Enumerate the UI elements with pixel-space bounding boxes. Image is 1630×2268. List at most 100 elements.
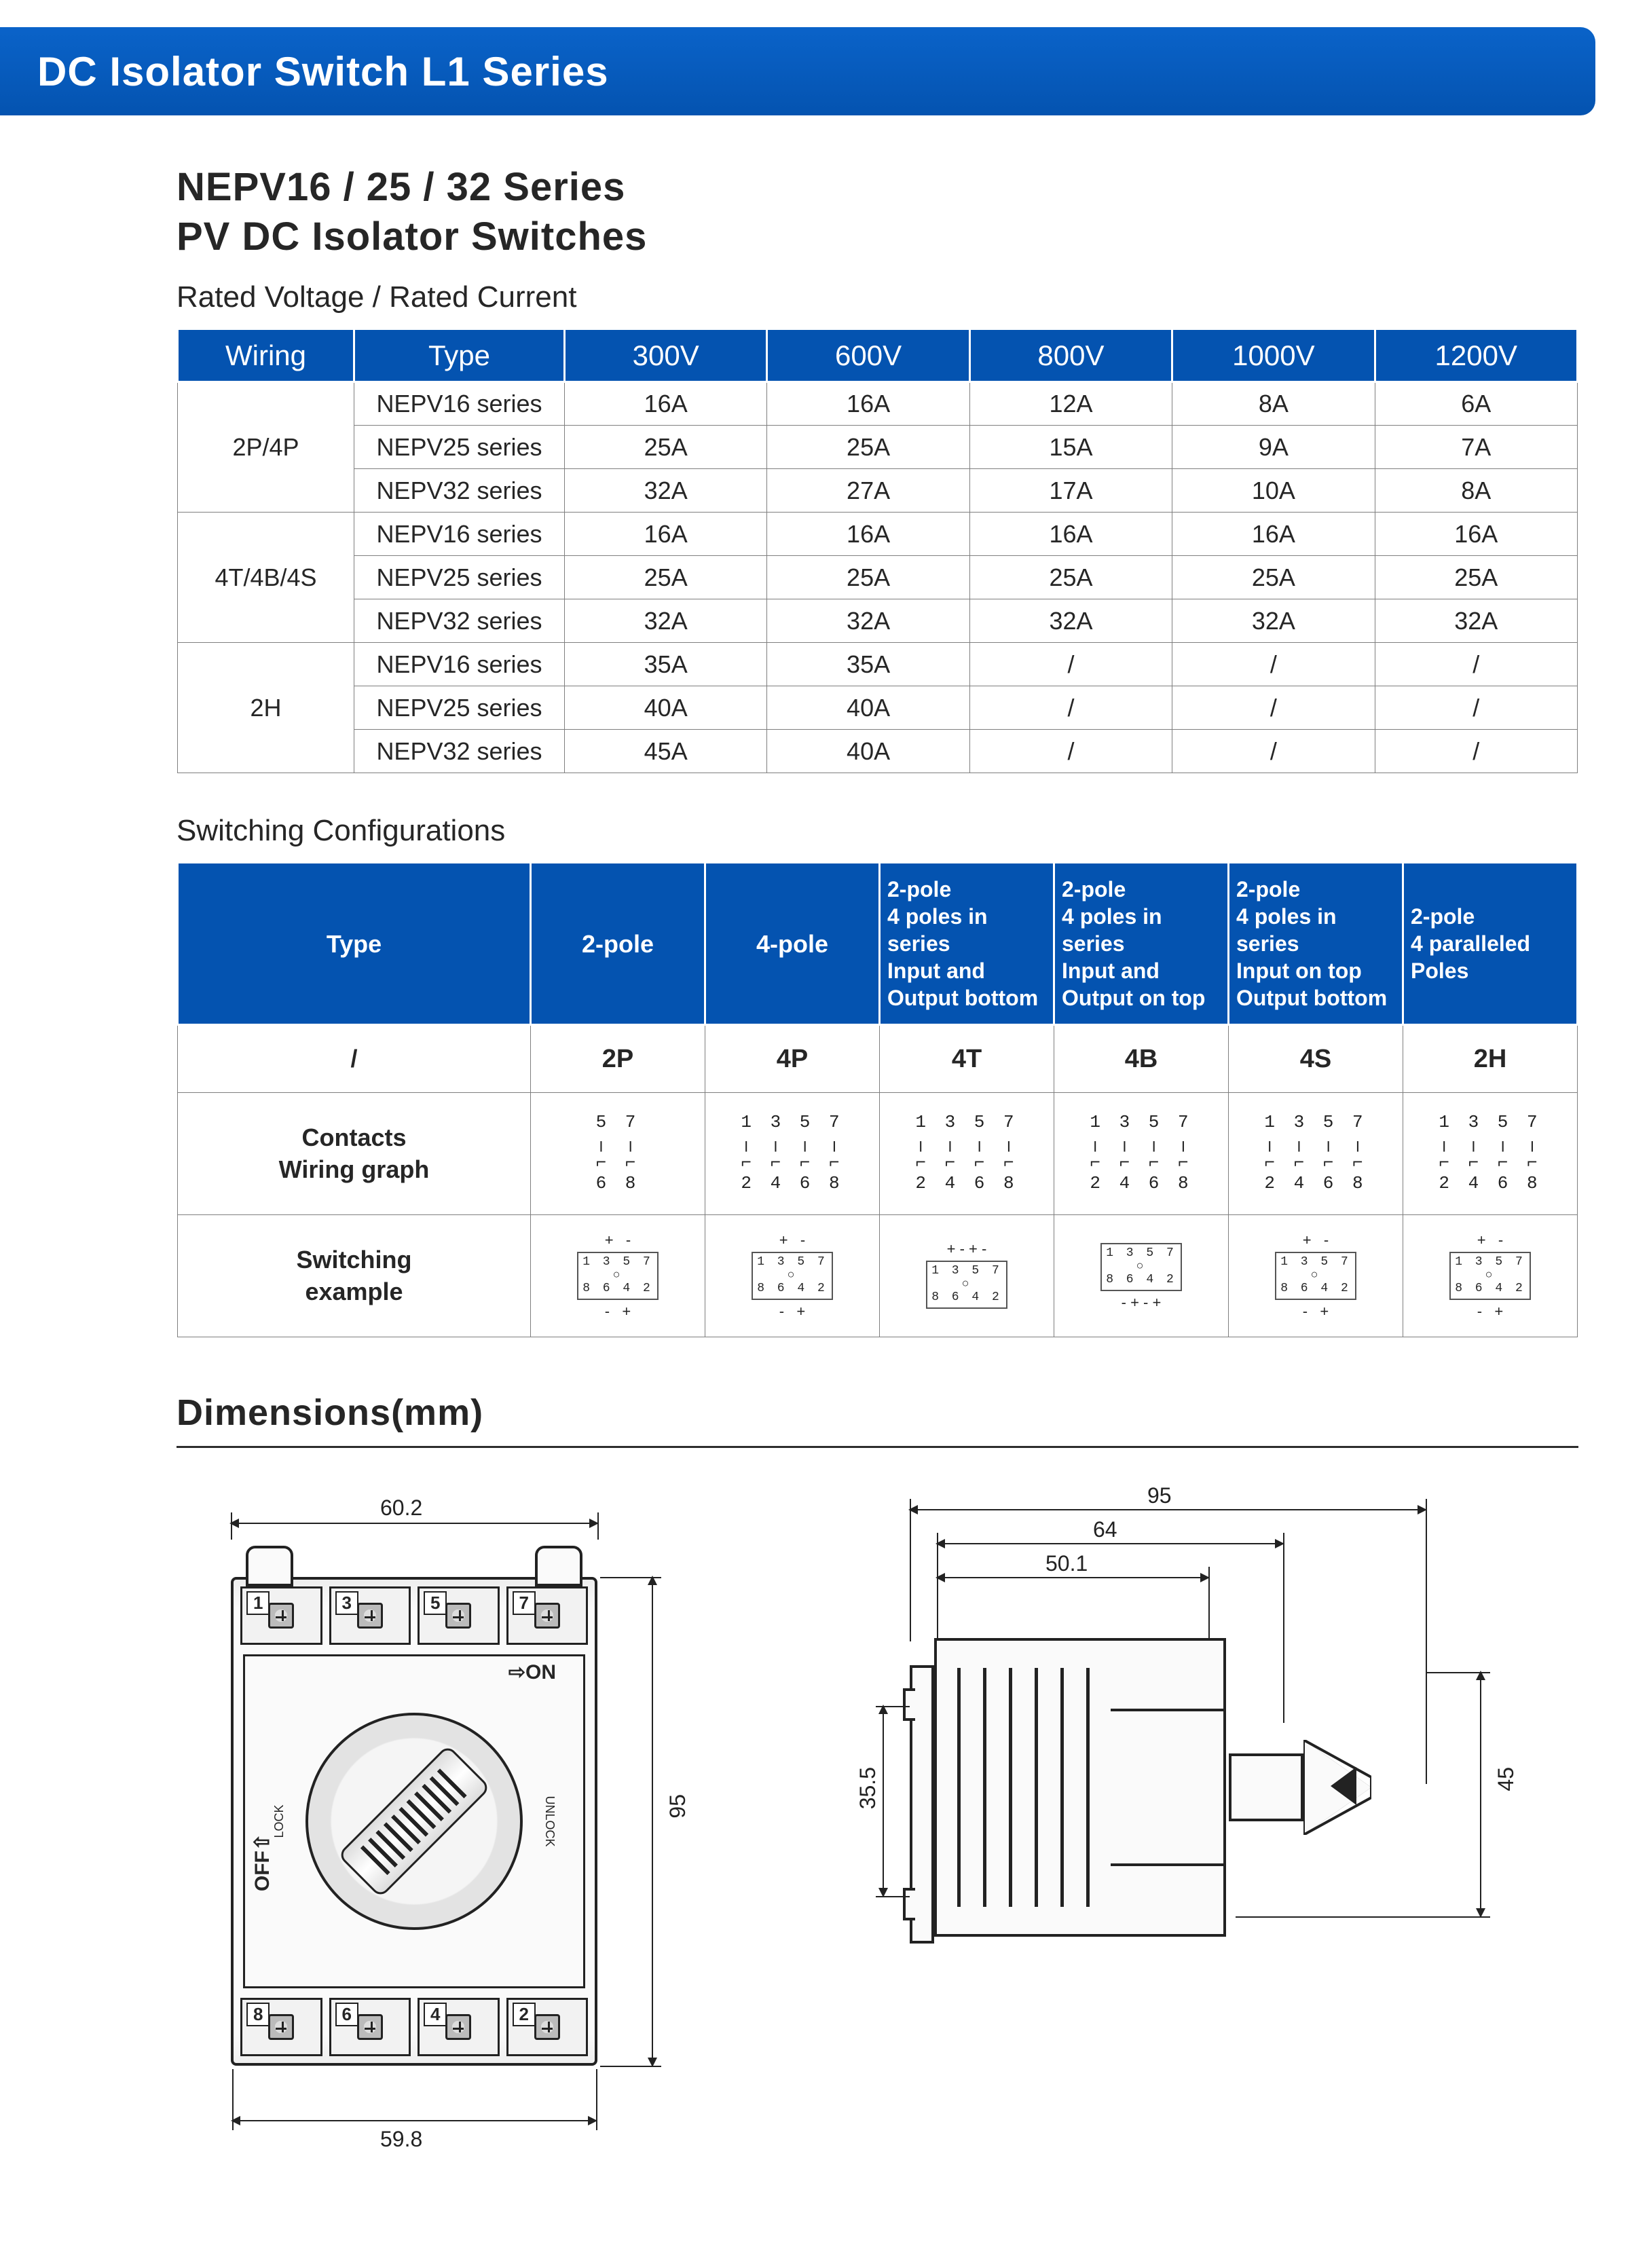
rated-cell: 25A: [1375, 556, 1577, 599]
knob-area: ⇨ON OFF⇧ UNLOCK LOCK: [243, 1654, 585, 1988]
dimensions-area: 60.2 1357 ⇨ON OFF⇧ UNLOCK LOCK 8642: [177, 1495, 1597, 2161]
rated-th-800v: 800V: [969, 329, 1172, 382]
rated-cell: 35A: [767, 643, 969, 686]
rated-cell: 40A: [767, 686, 969, 730]
rated-table-body: 2P/4PNEPV16 series16A16A12A8A6ANEPV25 se…: [178, 382, 1578, 773]
dim-arrow-mid: [937, 1543, 1283, 1544]
dim-tick: [231, 1512, 232, 1540]
rated-cell: NEPV25 series: [354, 686, 565, 730]
config-switching-cell: + -1 3 5 7○8 6 4 2- +: [1403, 1215, 1578, 1337]
rated-cell: /: [1375, 686, 1577, 730]
rated-cell: 16A: [969, 513, 1172, 556]
knob-indicator-icon: [1331, 1767, 1356, 1805]
switching-diagram: 1 3 5 7○8 6 4 2: [926, 1261, 1007, 1309]
config-heading: Switching Configurations: [177, 814, 1597, 848]
dim-arrow-bottom: [232, 2120, 596, 2121]
rated-cell: /: [969, 643, 1172, 686]
rated-cell: 25A: [767, 556, 969, 599]
switching-diagram: 1 3 5 7○8 6 4 2: [1100, 1243, 1182, 1291]
body-ridges: [957, 1668, 1101, 1907]
table-row: 2HNEPV16 series35A35A///: [178, 643, 1578, 686]
config-contacts-cell: 1 3 5 7╷ ╷ ╷ ╷⌐ ⌐ ⌐ ⌐2 4 6 8: [1403, 1093, 1578, 1215]
dim-side-width-inner: 50.1: [1045, 1551, 1088, 1576]
config-th: 2-pole4 poles in seriesInput on topOutpu…: [1229, 863, 1403, 1025]
device-body: [934, 1638, 1226, 1937]
dimension-side-view: 95 64 50.1: [869, 1495, 1548, 2106]
dim-tick: [876, 1706, 910, 1707]
config-code-cell: 2P: [531, 1025, 705, 1093]
rated-cell: /: [1172, 643, 1375, 686]
page-heading: NEPV16 / 25 / 32 Series PV DC Isolator S…: [177, 163, 1597, 261]
dim-tick: [600, 2066, 661, 2067]
config-table: Type2-pole4-pole2-pole4 poles in seriesI…: [177, 861, 1578, 1337]
terminal-number: 5: [424, 1591, 447, 1615]
rated-cell: 9A: [1172, 426, 1375, 469]
dim-front-width-bottom: 59.8: [380, 2127, 422, 2152]
dim-arrow-inner: [937, 1577, 1208, 1578]
rated-cell: 32A: [565, 599, 767, 643]
dim-side-height-inner: 35.5: [855, 1767, 881, 1809]
terminal-number: 1: [246, 1591, 270, 1615]
config-switching-cell: + -1 3 5 7○8 6 4 2- +: [531, 1215, 705, 1337]
rated-cell: 32A: [767, 599, 969, 643]
terminal: 6: [329, 1998, 411, 2056]
rated-cell: NEPV16 series: [354, 643, 565, 686]
terminal-number: 6: [335, 2003, 358, 2026]
config-contacts-cell: 1 3 5 7╷ ╷ ╷ ╷⌐ ⌐ ⌐ ⌐2 4 6 8: [1229, 1093, 1403, 1215]
rated-cell: 25A: [969, 556, 1172, 599]
config-switching-cell: 1 3 5 7○8 6 4 2- + - +: [1054, 1215, 1229, 1337]
rated-cell: 16A: [1375, 513, 1577, 556]
dim-front-width-top: 60.2: [380, 1495, 422, 1521]
rated-cell: 16A: [767, 513, 969, 556]
switching-diagram: 1 3 5 7○8 6 4 2: [1275, 1252, 1356, 1300]
rated-cell: 25A: [565, 556, 767, 599]
wiring-cell: 4T/4B/4S: [178, 513, 354, 643]
terminal: 4: [418, 1998, 500, 2056]
rated-cell: /: [969, 730, 1172, 773]
on-label: ⇨ON: [508, 1660, 556, 1684]
dim-tick: [876, 1896, 910, 1897]
terminal-row-top: 1 3 5 7: [240, 1586, 588, 1645]
content-area: NEPV16 / 25 / 32 Series PV DC Isolator S…: [0, 115, 1630, 2161]
dim-tick: [232, 2069, 234, 2130]
rated-cell: 35A: [565, 643, 767, 686]
rated-th-type: Type: [354, 329, 565, 382]
rated-cell: 40A: [565, 686, 767, 730]
rated-cell: 12A: [969, 382, 1172, 426]
rated-cell: 16A: [767, 382, 969, 426]
config-switching-cell: + -1 3 5 7○8 6 4 2- +: [705, 1215, 880, 1337]
rated-cell: NEPV25 series: [354, 426, 565, 469]
config-contacts-row: ContactsWiring graph5 7╷ ╷⌐ ⌐6 81 3 5 7╷…: [178, 1093, 1578, 1215]
terminal-row-bottom: 8642: [240, 1998, 588, 2056]
rated-cell: 15A: [969, 426, 1172, 469]
mount-ear: [246, 1546, 293, 1586]
terminal: 7: [506, 1586, 589, 1645]
table-row: NEPV25 series25A25A25A25A25A: [178, 556, 1578, 599]
rated-cell: NEPV32 series: [354, 599, 565, 643]
rated-cell: 17A: [969, 469, 1172, 513]
rated-cell: 25A: [565, 426, 767, 469]
rated-th-300v: 300V: [565, 329, 767, 382]
lock-label: LOCK: [272, 1804, 286, 1838]
dim-arrow-height-outer: [1480, 1672, 1481, 1916]
din-rail: [910, 1665, 934, 1944]
config-contacts-cell: 1 3 5 7╷ ╷ ╷ ╷⌐ ⌐ ⌐ ⌐2 4 6 8: [1054, 1093, 1229, 1215]
terminal-number: 3: [335, 1591, 358, 1615]
config-th: 2-pole4 poles in seriesInput andOutput o…: [1054, 863, 1229, 1025]
rated-cell: /: [1172, 686, 1375, 730]
rated-cell: NEPV25 series: [354, 556, 565, 599]
rated-cell: /: [1375, 730, 1577, 773]
config-table-head: Type2-pole4-pole2-pole4 poles in seriesI…: [178, 863, 1578, 1025]
rated-cell: 7A: [1375, 426, 1577, 469]
rated-cell: 32A: [565, 469, 767, 513]
rated-cell: NEPV16 series: [354, 513, 565, 556]
title-bar-text: DC Isolator Switch L1 Series: [37, 48, 609, 95]
screw-icon: [268, 1603, 294, 1629]
heading-line1: NEPV16 / 25 / 32 Series: [177, 165, 625, 209]
screw-icon: [445, 2014, 471, 2040]
rated-cell: NEPV16 series: [354, 382, 565, 426]
table-row: NEPV32 series32A27A17A10A8A: [178, 469, 1578, 513]
terminal: 8: [240, 1998, 322, 2056]
dimensions-heading: Dimensions(mm): [177, 1392, 1597, 1434]
switching-diagram: 1 3 5 7○8 6 4 2: [577, 1252, 659, 1300]
